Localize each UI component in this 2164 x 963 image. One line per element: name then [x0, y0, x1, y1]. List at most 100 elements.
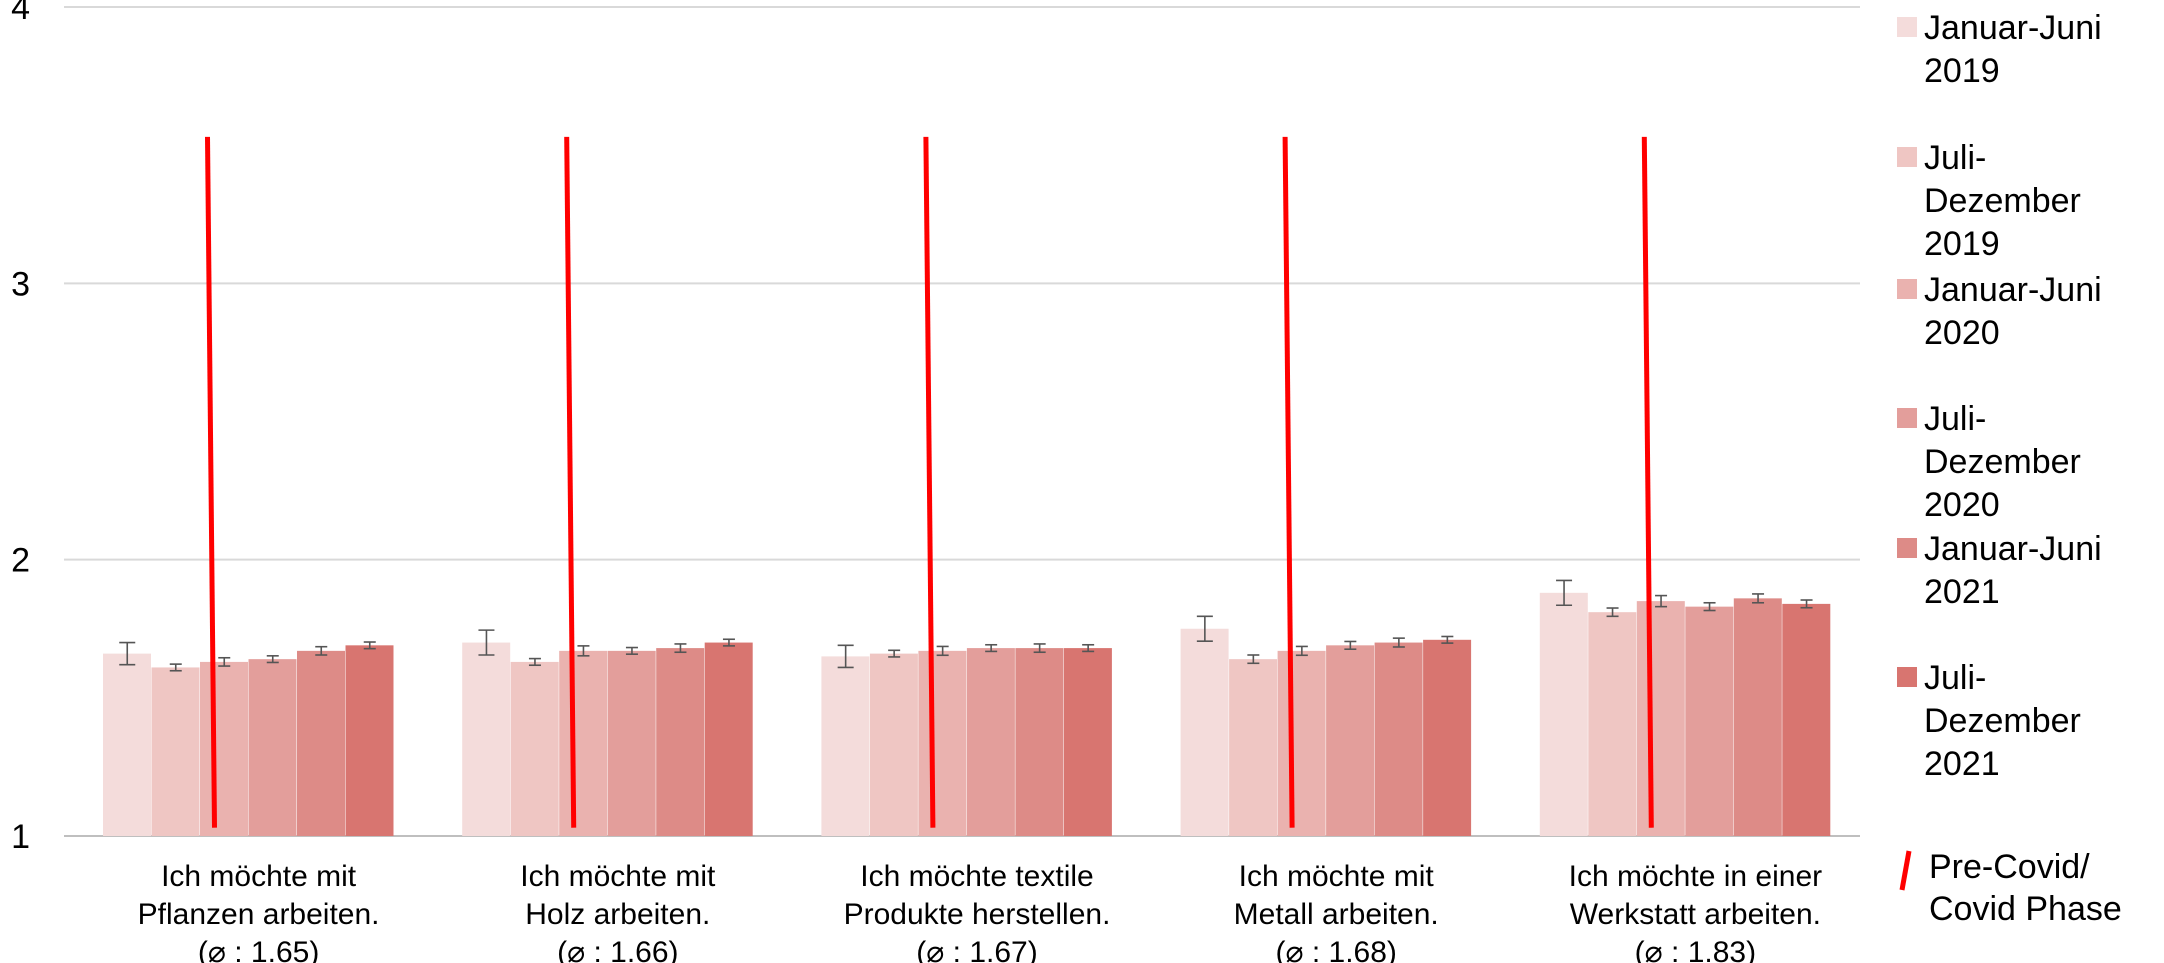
y-axis-ticks: 1 2 3 4 — [11, 0, 30, 856]
legend-label: 2021 — [1924, 745, 2000, 783]
legend-label: Dezember — [1924, 443, 2081, 481]
category-label: Produkte herstellen. — [844, 898, 1111, 931]
y-tick-label: 1 — [11, 818, 30, 856]
legend-item: Juli- Dezember 2019 — [1897, 139, 2081, 263]
category-label: (⌀ : 1.65) — [198, 936, 319, 963]
bar — [821, 656, 870, 836]
bar — [918, 650, 967, 836]
phase-marker-line — [1282, 136, 1295, 828]
bar — [1277, 650, 1326, 836]
error-bar — [119, 641, 136, 666]
bar — [1539, 592, 1588, 836]
bar — [1588, 612, 1637, 836]
error-bar — [1606, 607, 1619, 618]
bar — [1782, 603, 1831, 836]
error-bar — [1441, 635, 1454, 644]
legend-item-phase: Pre-Covid/Covid Phase — [1899, 848, 2122, 928]
category-labels: Ich möchte mit Pflanzen arbeiten. (⌀ : 1.6… — [138, 860, 1822, 963]
category-label: Metall arbeiten. — [1234, 898, 1439, 931]
legend-label: Juli- — [1924, 139, 1986, 177]
legend: Januar-Juni2019Juli-Dezember2019Januar-J… — [1897, 9, 2122, 928]
bar — [1423, 639, 1472, 836]
bar — [704, 642, 753, 836]
error-bar — [478, 629, 495, 656]
category-label: Ich möchte mit — [1239, 860, 1435, 893]
error-bar — [218, 656, 231, 667]
category-label: Ich möchte mit — [520, 860, 716, 893]
error-bar — [985, 643, 998, 653]
bar — [1015, 648, 1064, 836]
error-bar — [266, 655, 279, 664]
error-bar — [1556, 579, 1573, 607]
error-bar — [1703, 601, 1716, 612]
bar — [462, 642, 511, 836]
error-bar — [1196, 615, 1213, 642]
phase-markers — [205, 136, 1654, 828]
error-bar — [888, 649, 901, 658]
category-label: (⌀ : 1.66) — [557, 936, 678, 963]
bar — [869, 653, 918, 836]
legend-label: Januar-Juni — [1924, 271, 2102, 309]
legend-label: Juli- — [1924, 659, 1986, 697]
error-bar — [722, 638, 735, 647]
error-bar — [1655, 594, 1668, 608]
bar — [1180, 628, 1229, 836]
category-label: Holz arbeiten. — [525, 898, 710, 931]
error-bar — [528, 657, 541, 667]
bars — [103, 592, 1831, 836]
legend-swatch — [1897, 147, 1917, 167]
legend-phase-swatch — [1899, 850, 1912, 891]
bar — [1374, 642, 1423, 836]
error-bar — [315, 645, 328, 656]
legend-label: 2019 — [1924, 225, 2000, 263]
phase-marker-line — [564, 136, 577, 828]
error-bar — [1082, 643, 1095, 653]
legend-swatch — [1897, 279, 1917, 299]
legend-swatch — [1897, 408, 1917, 428]
legend-label: 2020 — [1924, 486, 2000, 524]
bar — [510, 661, 559, 836]
category-label: Ich möchte in einer — [1569, 860, 1822, 893]
bar — [200, 661, 248, 836]
bar — [1063, 648, 1112, 836]
category-label: Ich möchte textile — [860, 860, 1093, 893]
error-bar — [1247, 654, 1260, 665]
bar — [656, 648, 705, 836]
y-tick-label: 3 — [11, 265, 30, 303]
category-label: Pflanzen arbeiten. — [138, 898, 380, 931]
bar — [103, 653, 151, 836]
bar — [966, 648, 1015, 836]
legend-item: Januar-Juni 2019 — [1897, 9, 2102, 90]
error-bar — [577, 645, 590, 657]
error-bar — [1344, 640, 1357, 650]
legend-label: Januar-Juni — [1924, 530, 2102, 568]
error-bar — [169, 663, 182, 672]
bar — [151, 667, 200, 836]
bar — [248, 659, 297, 836]
bar — [345, 645, 394, 836]
category-label: (⌀ : 1.68) — [1275, 936, 1396, 963]
bar — [607, 650, 656, 836]
error-bar — [837, 644, 854, 669]
bar — [297, 650, 345, 836]
bar — [1636, 601, 1685, 836]
legend-item: Juli- Dezember 2020 — [1897, 400, 2081, 524]
legend-label: Pre-Covid/ — [1929, 848, 2090, 886]
error-bar — [1033, 643, 1046, 654]
legend-label: Covid Phase — [1929, 890, 2122, 928]
bar — [1326, 645, 1375, 836]
y-tick-label: 2 — [11, 542, 30, 580]
legend-swatch — [1897, 667, 1917, 687]
legend-item: Juli- Dezember 2021 — [1897, 659, 2081, 783]
category-label: Ich möchte mit — [161, 860, 357, 893]
error-bars — [119, 579, 1813, 672]
legend-label: Januar-Juni — [1924, 9, 2102, 47]
legend-label: 2020 — [1924, 314, 2000, 352]
bar — [559, 650, 608, 836]
legend-swatch — [1897, 538, 1917, 558]
error-bar — [363, 641, 376, 650]
error-bar — [1295, 645, 1308, 657]
bar — [1685, 606, 1734, 836]
